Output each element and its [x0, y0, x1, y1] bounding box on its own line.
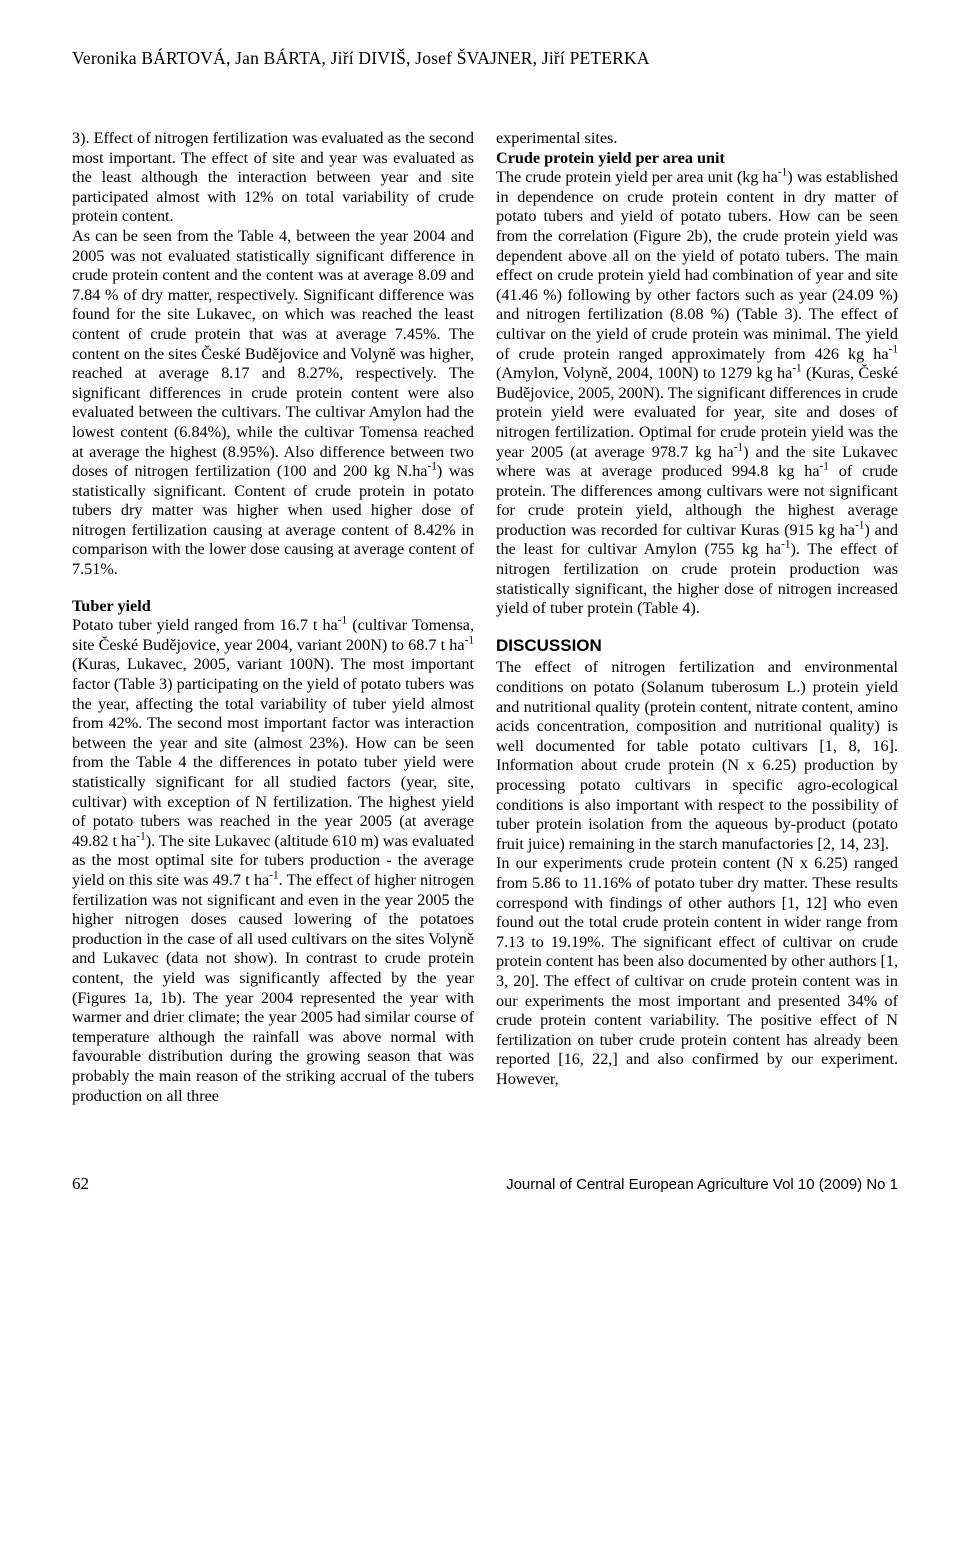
- journal-citation: Journal of Central European Agriculture …: [506, 1176, 898, 1193]
- body-text: The effect of nitrogen fertilization and…: [496, 658, 898, 854]
- left-column: 3). Effect of nitrogen fertilization was…: [72, 129, 474, 1106]
- body-text: 3). Effect of nitrogen fertilization was…: [72, 129, 474, 227]
- body-text: The crude protein yield per area unit (k…: [496, 168, 898, 619]
- right-column: experimental sites. Crude protein yield …: [496, 129, 898, 1106]
- subheading-tuber-yield: Tuber yield: [72, 597, 474, 617]
- subheading-crude-protein: Crude protein yield per area unit: [496, 149, 898, 169]
- section-heading-discussion: DISCUSSION: [496, 636, 898, 657]
- page-footer: 62 Journal of Central European Agricultu…: [72, 1174, 898, 1194]
- body-text: Potato tuber yield ranged from 16.7 t ha…: [72, 616, 474, 1106]
- body-text: experimental sites.: [496, 129, 898, 149]
- two-column-layout: 3). Effect of nitrogen fertilization was…: [72, 129, 898, 1106]
- page-number: 62: [72, 1174, 89, 1194]
- body-text: As can be seen from the Table 4, between…: [72, 227, 474, 580]
- author-line: Veronika BÁRTOVÁ, Jan BÁRTA, Jiří DIVIŠ,…: [72, 48, 898, 69]
- body-text: In our experiments crude protein content…: [496, 854, 898, 1089]
